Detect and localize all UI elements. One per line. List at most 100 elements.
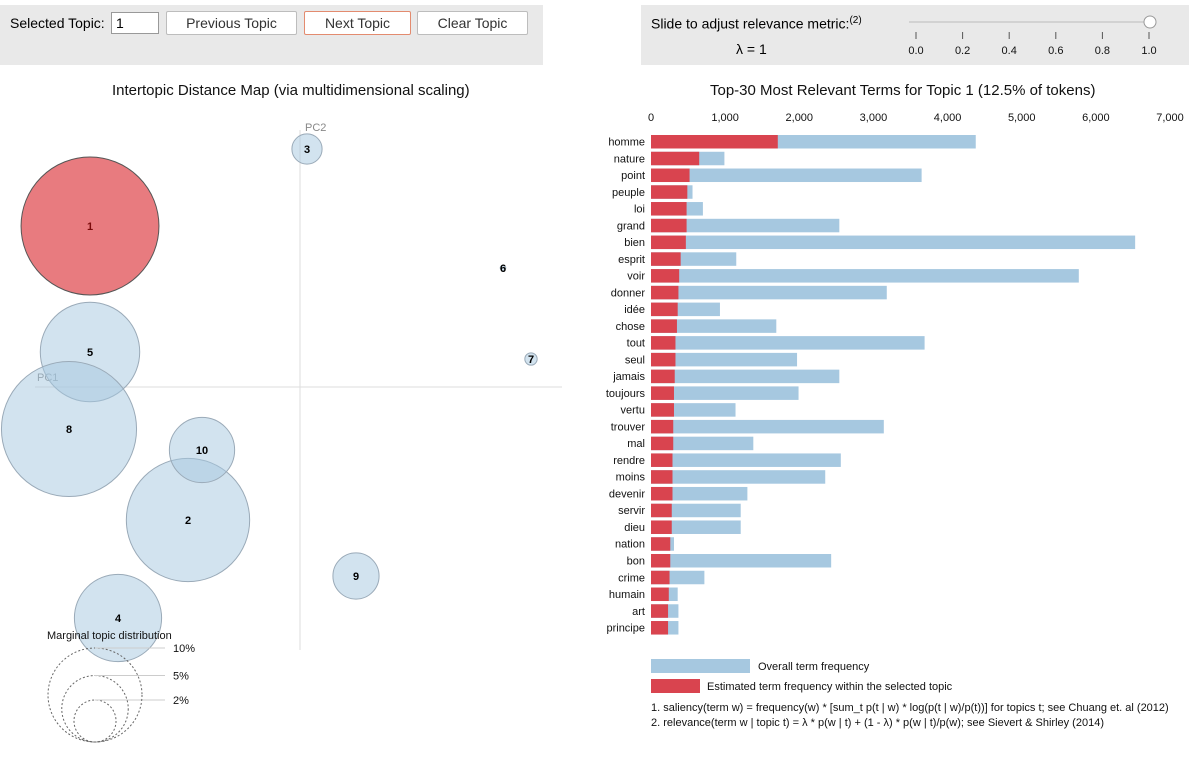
topic-label-2: 2 bbox=[185, 515, 191, 527]
term-label[interactable]: idée bbox=[624, 304, 645, 316]
slider-tick-label: 0.6 bbox=[1048, 45, 1063, 57]
marginal-topic-legend: Marginal topic distribution 2% 5% 10% bbox=[47, 630, 195, 743]
term-label[interactable]: humain bbox=[609, 589, 645, 601]
bar-tick-label: 4,000 bbox=[934, 112, 962, 124]
term-label[interactable]: peuple bbox=[612, 187, 645, 199]
legend-circle bbox=[47, 647, 143, 743]
topic-bubble-1[interactable] bbox=[20, 156, 160, 296]
clear-topic-button[interactable]: Clear Topic bbox=[417, 11, 528, 35]
overall-frequency-bar bbox=[651, 470, 826, 484]
legend-size-label: 2% bbox=[173, 695, 189, 707]
bar-tick-label: 0 bbox=[648, 112, 654, 124]
term-label[interactable]: seul bbox=[625, 354, 645, 366]
term-label[interactable]: voir bbox=[627, 271, 645, 283]
term-label[interactable]: grand bbox=[617, 220, 645, 232]
term-label[interactable]: donner bbox=[611, 287, 646, 299]
topic-bubble-4[interactable] bbox=[73, 573, 163, 663]
topic-label-6: 6 bbox=[500, 263, 506, 275]
overall-frequency-bar bbox=[651, 235, 1136, 250]
topic-frequency-bar bbox=[651, 269, 680, 283]
selected-topic-input[interactable] bbox=[111, 12, 159, 34]
term-label[interactable]: dieu bbox=[624, 522, 645, 534]
term-label[interactable]: devenir bbox=[609, 488, 645, 500]
overall-frequency-bar bbox=[651, 285, 887, 300]
topic-frequency-bar bbox=[651, 386, 674, 400]
topic-bubble-3[interactable] bbox=[291, 133, 323, 165]
topic-frequency-bar bbox=[651, 554, 671, 568]
bar-tick-label: 2,000 bbox=[786, 112, 814, 124]
lambda-value: λ = 1 bbox=[736, 41, 767, 57]
term-label[interactable]: moins bbox=[616, 472, 646, 484]
topic-frequency-bar bbox=[651, 419, 674, 434]
bar-tick-label: 3,000 bbox=[860, 112, 888, 124]
topic-frequency-bar bbox=[651, 151, 700, 166]
term-label[interactable]: homme bbox=[608, 137, 645, 149]
relevance-control-panel: Slide to adjust relevance metric:(2) λ =… bbox=[641, 5, 1189, 65]
term-label[interactable]: mal bbox=[627, 438, 645, 450]
topic-frequency-bar bbox=[651, 185, 688, 199]
topic-frequency-bar bbox=[651, 453, 673, 467]
term-label[interactable]: bien bbox=[624, 237, 645, 249]
overall-frequency-bar bbox=[651, 369, 840, 384]
term-label[interactable]: nature bbox=[614, 153, 645, 165]
overall-frequency-bar bbox=[651, 554, 832, 568]
relevance-note: 2. relevance(term w | topic t) = λ * p(w… bbox=[651, 717, 1104, 729]
pc2-axis-label: PC2 bbox=[305, 122, 326, 134]
term-label[interactable]: art bbox=[632, 606, 645, 618]
slider-tick-label: 0.4 bbox=[1002, 45, 1017, 57]
legend-title: Marginal topic distribution bbox=[47, 630, 172, 642]
term-label[interactable]: point bbox=[621, 170, 645, 182]
bar-tick-label: 5,000 bbox=[1008, 112, 1036, 124]
term-label[interactable]: toujours bbox=[606, 388, 646, 400]
previous-topic-button[interactable]: Previous Topic bbox=[166, 11, 297, 35]
topic-frequency-bar bbox=[651, 369, 675, 384]
topic-bubble-7[interactable] bbox=[524, 352, 538, 366]
topic-bubble-6[interactable] bbox=[499, 264, 507, 272]
topic-label-4: 4 bbox=[115, 613, 122, 625]
slider-tick-label: 0.0 bbox=[908, 45, 923, 57]
bar-rows: homme nature point peuple loi grand bien esprit… bbox=[606, 135, 1136, 635]
term-label[interactable]: chose bbox=[616, 321, 645, 333]
term-label[interactable]: crime bbox=[618, 572, 645, 584]
term-label[interactable]: rendre bbox=[613, 455, 645, 467]
topic-frequency-bar bbox=[651, 135, 778, 149]
topic-bubble-10[interactable] bbox=[168, 416, 236, 484]
bar-tick-label: 1,000 bbox=[711, 112, 739, 124]
saliency-note: 1. saliency(term w) = frequency(w) * [su… bbox=[651, 702, 1169, 714]
slider-label: Slide to adjust relevance metric:(2) bbox=[651, 15, 862, 32]
topic-frequency-bar bbox=[651, 503, 672, 518]
topic-bubble-9[interactable] bbox=[332, 552, 380, 600]
term-label[interactable]: jamais bbox=[612, 371, 645, 383]
relevant-terms-bar-chart: 0 1,000 2,000 3,000 4,000 5,000 6,000 7,000 hom… bbox=[606, 112, 1184, 693]
topic-frequency-bar bbox=[651, 352, 676, 367]
topic-frequency-bar bbox=[651, 570, 670, 585]
topic-frequency-bar bbox=[651, 252, 681, 266]
topic-bubble-8[interactable] bbox=[0, 360, 138, 498]
topic-frequency-bar bbox=[651, 403, 674, 417]
slider-tick-label: 0.2 bbox=[955, 45, 970, 57]
overall-frequency-bar bbox=[651, 419, 884, 434]
slider-handle[interactable] bbox=[1143, 15, 1157, 29]
topic-label-1: 1 bbox=[87, 221, 93, 233]
term-label[interactable]: principe bbox=[606, 623, 645, 635]
slider-footnote: (2) bbox=[849, 15, 862, 26]
overall-frequency-bar bbox=[651, 218, 840, 233]
topic-frequency-bar bbox=[651, 285, 679, 300]
term-label[interactable]: bon bbox=[627, 556, 645, 568]
term-label[interactable]: vertu bbox=[621, 405, 645, 417]
term-label[interactable]: nation bbox=[615, 539, 645, 551]
term-label[interactable]: tout bbox=[627, 338, 645, 350]
term-label[interactable]: loi bbox=[634, 204, 645, 216]
topic-frequency-bar bbox=[651, 587, 669, 602]
term-label[interactable]: servir bbox=[618, 505, 645, 517]
topic-frequency-bar bbox=[651, 436, 674, 451]
term-label[interactable]: trouver bbox=[611, 421, 646, 433]
term-label[interactable]: esprit bbox=[618, 254, 645, 266]
topic-label-8: 8 bbox=[66, 424, 72, 436]
next-topic-button[interactable]: Next Topic bbox=[304, 11, 411, 35]
topic-frequency-bar bbox=[651, 235, 686, 250]
overall-frequency-bar bbox=[651, 269, 1079, 283]
relevance-slider[interactable]: 0.0 0.2 0.4 0.6 0.8 1.0 bbox=[641, 5, 1189, 65]
legend-circle bbox=[61, 675, 129, 743]
slider-tick-label: 0.8 bbox=[1095, 45, 1110, 57]
